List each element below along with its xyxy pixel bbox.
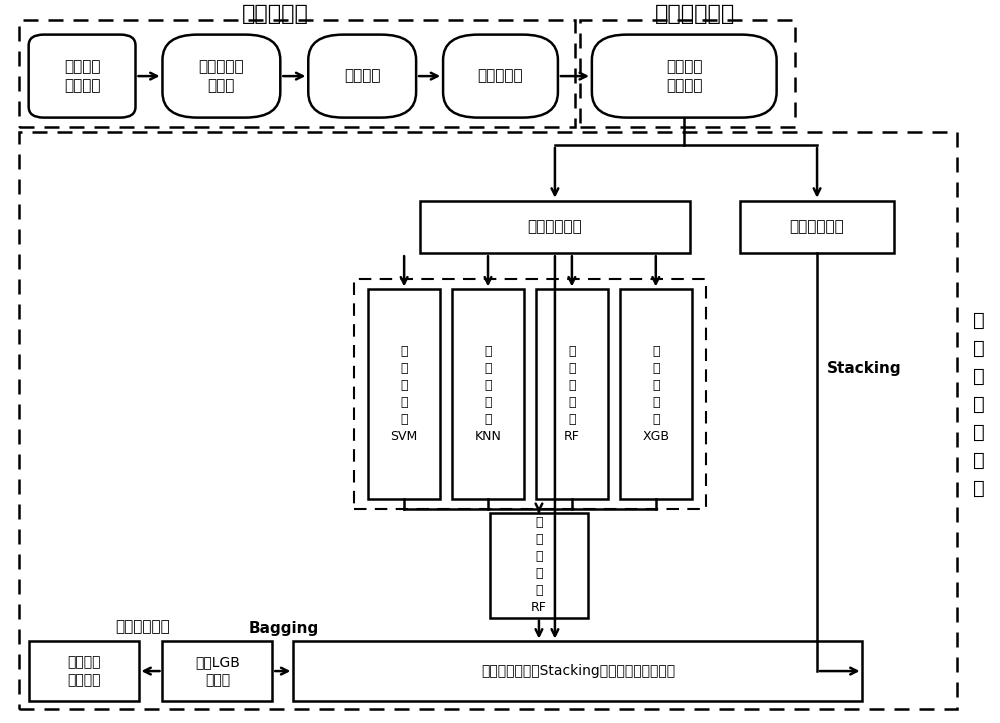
- Text: 初
级
学
习
器
XGB: 初 级 学 习 器 XGB: [642, 345, 669, 443]
- Bar: [580, 20, 795, 127]
- FancyBboxPatch shape: [308, 35, 416, 118]
- Bar: [293, 641, 862, 701]
- Bar: [620, 289, 692, 499]
- Text: Bagging: Bagging: [248, 621, 318, 636]
- Bar: [490, 513, 588, 617]
- Text: 模
型
识
别
与
分
类: 模 型 识 别 与 分 类: [973, 312, 985, 498]
- Text: 相对多数投票: 相对多数投票: [115, 620, 170, 634]
- Text: 局部放电
故障状态: 局部放电 故障状态: [67, 655, 100, 688]
- Bar: [420, 200, 690, 253]
- Bar: [452, 289, 524, 499]
- FancyBboxPatch shape: [162, 35, 280, 118]
- Text: 传统特征提取: 传统特征提取: [655, 4, 735, 25]
- Bar: [19, 20, 575, 127]
- Text: 多个LGB
分类器: 多个LGB 分类器: [195, 655, 240, 688]
- Bar: [162, 641, 272, 701]
- Text: 初
级
学
习
器
KNN: 初 级 学 习 器 KNN: [475, 345, 501, 443]
- Text: 数据去噪: 数据去噪: [344, 69, 380, 84]
- FancyBboxPatch shape: [592, 35, 777, 118]
- Text: 初
级
学
习
器
RF: 初 级 学 习 器 RF: [564, 345, 580, 443]
- Bar: [740, 200, 894, 253]
- Bar: [368, 289, 440, 499]
- Text: 超声信号特征＋Stacking特征＋紫外信号特征: 超声信号特征＋Stacking特征＋紫外信号特征: [481, 664, 675, 678]
- FancyBboxPatch shape: [29, 35, 136, 118]
- Bar: [19, 132, 957, 709]
- Text: 次
级
学
习
器
RF: 次 级 学 习 器 RF: [531, 516, 547, 615]
- Bar: [536, 289, 608, 499]
- Text: 数据预处理: 数据预处理: [242, 4, 309, 25]
- Bar: [29, 641, 139, 701]
- Text: 局部放电
原始数据: 局部放电 原始数据: [64, 59, 100, 93]
- Text: 异常值检测
与清洗: 异常值检测 与清洗: [199, 59, 244, 93]
- Bar: [354, 279, 706, 509]
- Text: 紫外信号特征: 紫外信号特征: [790, 219, 844, 234]
- Text: Stacking: Stacking: [827, 362, 902, 376]
- Text: 初
级
学
习
器
SVM: 初 级 学 习 器 SVM: [391, 345, 418, 443]
- Text: 数据标准化: 数据标准化: [478, 69, 523, 84]
- Text: 超声信号特征: 超声信号特征: [528, 219, 582, 234]
- FancyBboxPatch shape: [443, 35, 558, 118]
- Text: 多分析域
特征提取: 多分析域 特征提取: [666, 59, 702, 93]
